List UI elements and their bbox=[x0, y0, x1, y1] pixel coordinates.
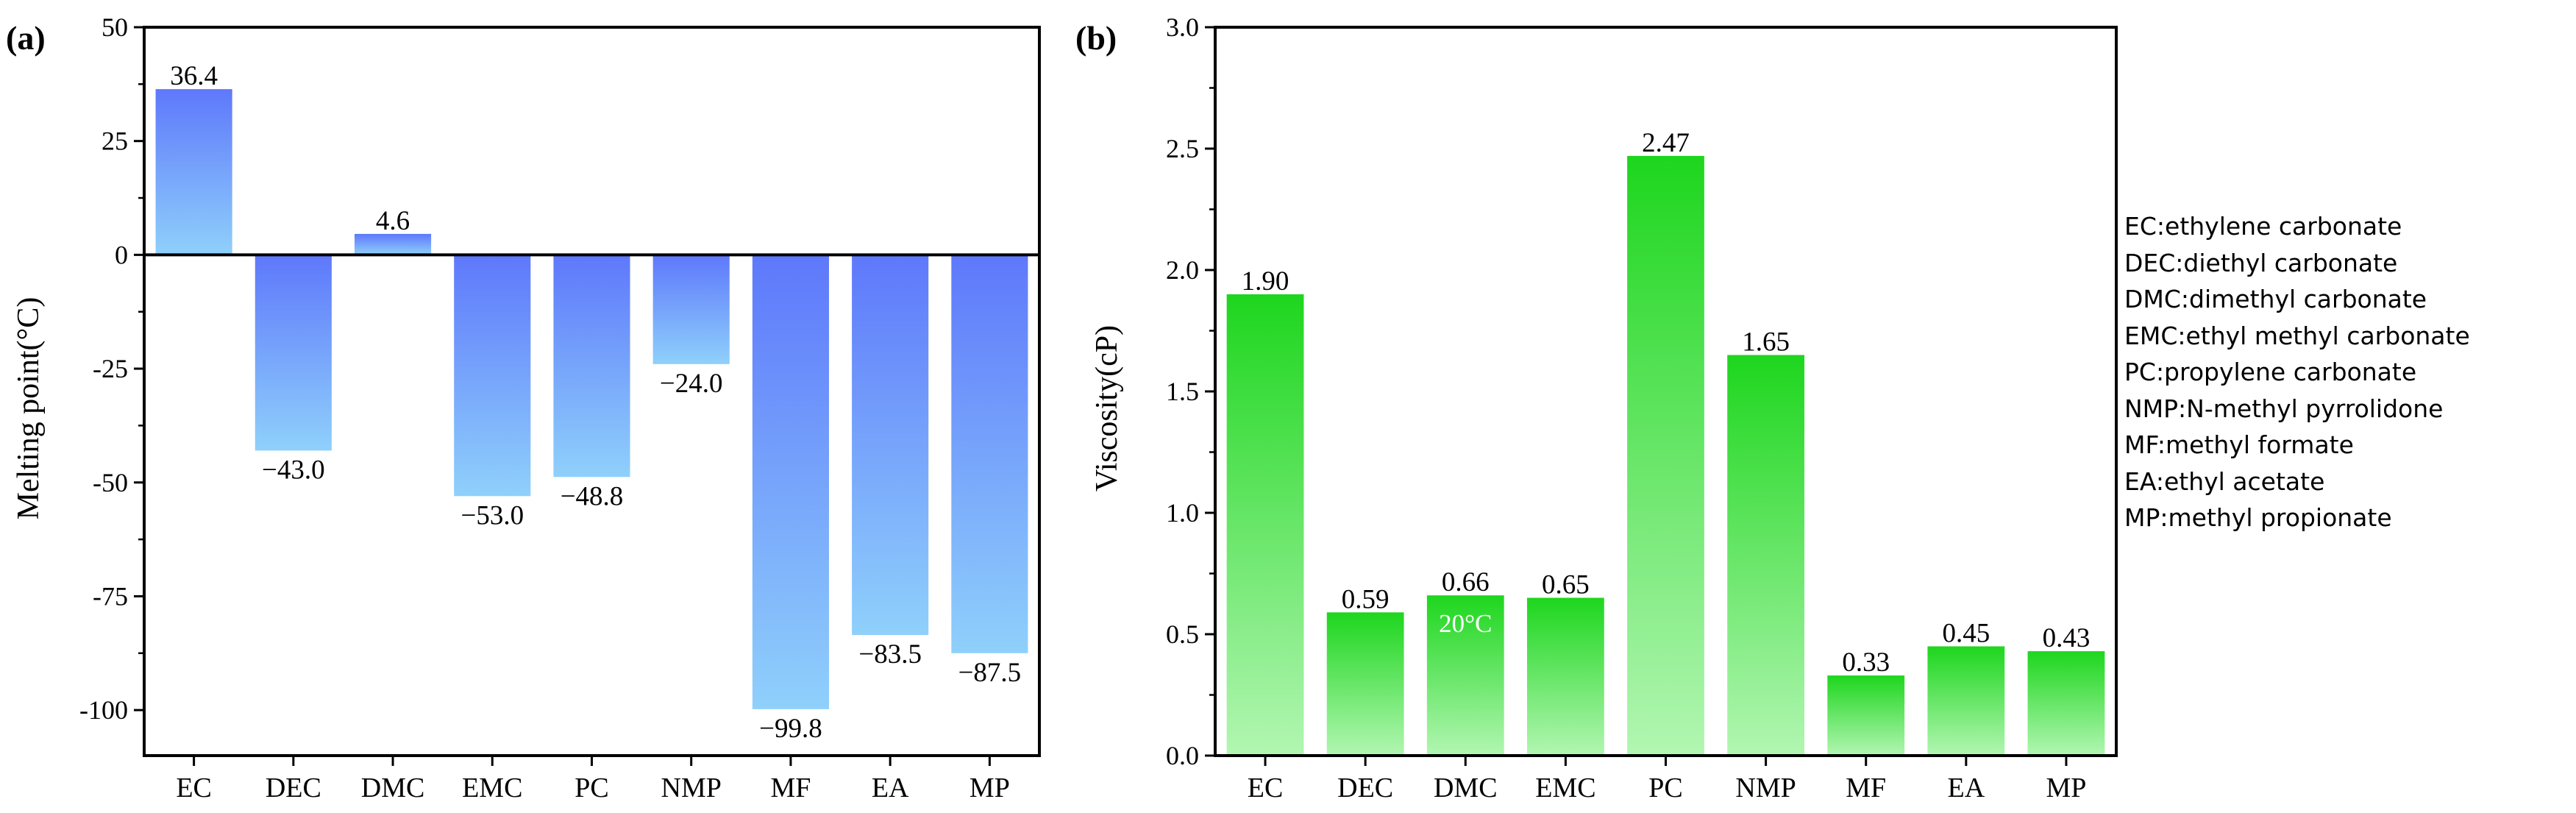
viscosity-x-tick-label-pc: PC bbox=[1648, 773, 1682, 803]
melting-point-chart: 36.4 −43.0 4.6 −53.0 −48.8 −24.0 −99.8 −83.5 −87… bbox=[79, 13, 1041, 803]
abbreviation-legend: EC:ethylene carbonate DEC:diethyl carbon… bbox=[2124, 208, 2566, 536]
melting-x-tick-label-ea: EA bbox=[872, 773, 909, 803]
viscosity-y-tick-label: 0.5 bbox=[1166, 619, 1199, 649]
viscosity-bar-dec bbox=[1326, 612, 1404, 756]
viscosity-x-tick-label-emc: EMC bbox=[1535, 773, 1595, 803]
viscosity-bar-ec bbox=[1226, 294, 1304, 756]
legend-item-nmp: NMP:N-methyl pyrrolidone bbox=[2124, 394, 2444, 423]
panel-a-label: (a) bbox=[6, 19, 46, 57]
legend-item-dmc: DMC:dimethyl carbonate bbox=[2124, 285, 2427, 313]
viscosity-x-tick-label-ea: EA bbox=[1948, 773, 1985, 803]
viscosity-value-label-dmc: 0.66 bbox=[1442, 567, 1490, 597]
panel-b-label: (b) bbox=[1075, 19, 1117, 57]
melting-value-label-ea: −83.5 bbox=[858, 639, 922, 670]
viscosity-bar-mp bbox=[2027, 651, 2105, 756]
viscosity-plot-frame bbox=[1214, 26, 2118, 757]
viscosity-bar-ea bbox=[1927, 646, 2005, 756]
viscosity-value-label-emc: 0.65 bbox=[1542, 570, 1590, 600]
viscosity-value-label-ea: 0.45 bbox=[1942, 619, 1990, 649]
legend-item-dec: DEC:diethyl carbonate bbox=[2124, 248, 2398, 277]
melting-bar-dmc bbox=[354, 233, 432, 255]
melting-bar-emc bbox=[454, 255, 531, 497]
melting-x-tick-label-nmp: NMP bbox=[661, 773, 722, 803]
viscosity-value-label-pc: 2.47 bbox=[1642, 128, 1690, 158]
viscosity-y-tick-label: 3.0 bbox=[1166, 13, 1199, 42]
viscosity-x-tick-label-dmc: DMC bbox=[1434, 773, 1498, 803]
melting-y-tick-label: -25 bbox=[93, 354, 128, 383]
melting-y-tick-label: 25 bbox=[102, 127, 128, 156]
legend-item-ec: EC:ethylene carbonate bbox=[2124, 212, 2402, 241]
viscosity-x-tick-label-dec: DEC bbox=[1337, 773, 1393, 803]
melting-plot-frame bbox=[143, 26, 1041, 757]
melting-value-label-mf: −99.8 bbox=[759, 714, 822, 744]
legend-item-ea: EA:ethyl acetate bbox=[2124, 466, 2325, 496]
viscosity-chart: 1.90 0.59 0.66 0.65 2.47 1.65 0.33 0.45 0.43 20°C… bbox=[1166, 13, 2118, 803]
melting-value-label-pc: −48.8 bbox=[561, 481, 624, 511]
melting-bar-pc bbox=[553, 255, 630, 477]
melting-x-tick-label-dec: DEC bbox=[266, 773, 321, 803]
viscosity-bar-emc bbox=[1526, 597, 1604, 756]
viscosity-x-tick-label-nmp: NMP bbox=[1735, 773, 1796, 803]
melting-bar-ea bbox=[852, 255, 929, 636]
melting-x-tick-label-emc: EMC bbox=[462, 773, 522, 803]
melting-x-tick-label-pc: PC bbox=[574, 773, 608, 803]
viscosity-bar-nmp bbox=[1727, 355, 1805, 756]
melting-bar-mf bbox=[752, 255, 830, 709]
melting-value-label-dmc: 4.6 bbox=[376, 206, 410, 236]
viscosity-y-tick-label: 1.5 bbox=[1166, 377, 1199, 406]
legend-item-mp: MP:methyl propionate bbox=[2124, 503, 2392, 532]
melting-y-tick-label: -75 bbox=[93, 581, 128, 611]
melting-y-tick-label: 0 bbox=[115, 240, 128, 269]
viscosity-x-tick-label-mp: MP bbox=[2046, 773, 2086, 803]
viscosity-value-label-nmp: 1.65 bbox=[1742, 327, 1790, 358]
melting-x-tick-label-mf: MF bbox=[770, 773, 811, 803]
viscosity-value-label-ec: 1.90 bbox=[1242, 266, 1289, 297]
legend-item-pc: PC:propylene carbonate bbox=[2124, 358, 2417, 386]
melting-bar-ec bbox=[155, 89, 232, 255]
melting-value-label-nmp: −24.0 bbox=[660, 369, 723, 399]
melting-y-axis-title: Melting point(°C) bbox=[12, 297, 46, 520]
viscosity-x-tick-label-ec: EC bbox=[1248, 773, 1284, 803]
legend-item-mf: MF:methyl formate bbox=[2124, 430, 2354, 459]
viscosity-bar-dmc bbox=[1426, 595, 1504, 756]
viscosity-annotation: 20°C bbox=[1439, 609, 1492, 638]
viscosity-bar-pc bbox=[1627, 155, 1704, 756]
viscosity-y-axis-title: Viscosity(cP) bbox=[1090, 325, 1124, 491]
melting-x-tick-label-dmc: DMC bbox=[361, 773, 425, 803]
melting-y-tick-label: -100 bbox=[79, 695, 128, 725]
viscosity-y-tick-label: 1.0 bbox=[1166, 498, 1199, 528]
viscosity-value-label-dec: 0.59 bbox=[1342, 584, 1390, 614]
viscosity-x-tick-label-mf: MF bbox=[1846, 773, 1886, 803]
melting-value-label-ec: 36.4 bbox=[170, 61, 218, 91]
melting-value-label-emc: −53.0 bbox=[460, 500, 524, 530]
viscosity-y-tick-label: 0.0 bbox=[1166, 741, 1199, 770]
melting-bar-nmp bbox=[652, 255, 730, 364]
viscosity-value-label-mf: 0.33 bbox=[1842, 647, 1890, 678]
melting-value-label-dec: −43.0 bbox=[262, 455, 325, 485]
melting-bar-dec bbox=[255, 255, 332, 451]
viscosity-bar-mf bbox=[1827, 675, 1905, 756]
melting-bar-mp bbox=[951, 255, 1028, 653]
melting-value-label-mp: −87.5 bbox=[958, 658, 1022, 688]
melting-x-tick-label-mp: MP bbox=[969, 773, 1010, 803]
melting-x-tick-label-ec: EC bbox=[176, 773, 212, 803]
viscosity-value-label-mp: 0.43 bbox=[2043, 623, 2091, 653]
melting-y-tick-label: -50 bbox=[93, 468, 128, 497]
viscosity-y-tick-label: 2.0 bbox=[1166, 255, 1199, 285]
legend-item-emc: EMC:ethyl methyl carbonate bbox=[2124, 321, 2470, 350]
melting-y-tick-label: 50 bbox=[102, 13, 128, 42]
viscosity-y-tick-label: 2.5 bbox=[1166, 134, 1199, 163]
